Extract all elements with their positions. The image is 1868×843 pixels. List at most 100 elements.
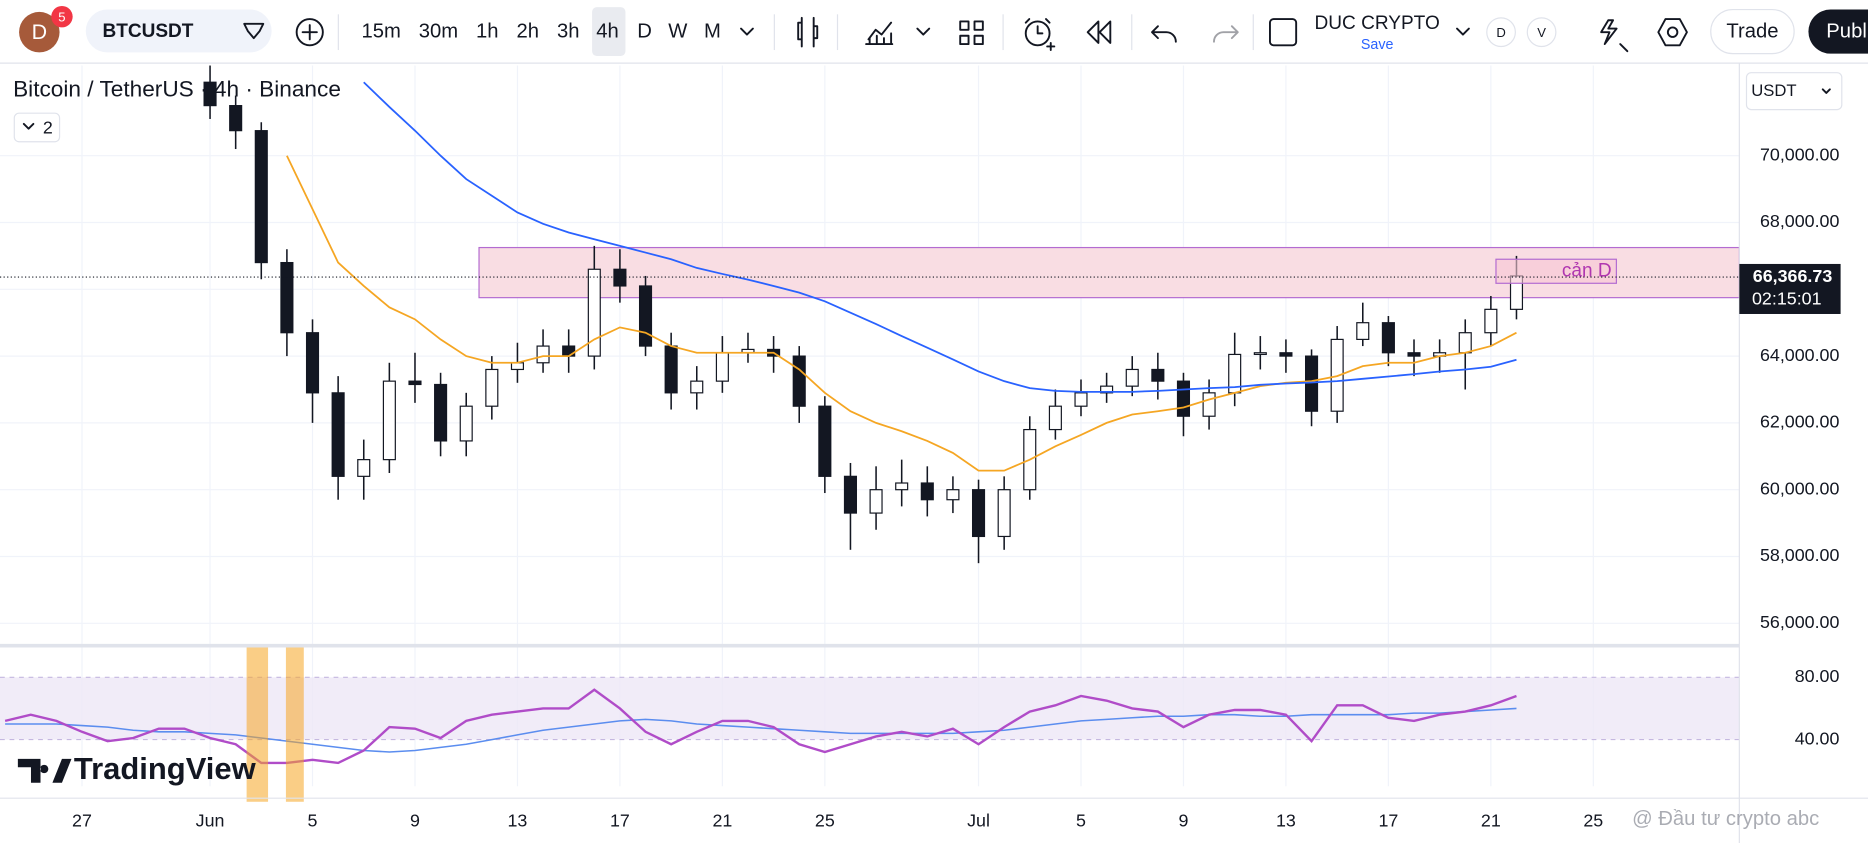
candle-body [792,355,806,407]
layout-name[interactable]: DUC CRYPTO [1315,13,1440,34]
alert[interactable] [1024,20,1051,47]
d-button[interactable] [1486,17,1516,48]
candle-body [485,368,499,407]
interval[interactable]: 3h [557,21,580,43]
y-tick-label: 68,000.00 [1760,211,1840,231]
candle-body [229,105,243,132]
candle-body [690,380,704,394]
candle-body [331,392,345,477]
y-tick-label: 62,000.00 [1760,412,1840,432]
publish-button[interactable] [1808,9,1868,54]
moving-average [363,81,1517,393]
x-tick-label: 9 [410,811,420,831]
settings-center [1666,26,1679,38]
replay[interactable] [1086,20,1112,44]
chart-type[interactable] [797,16,819,48]
symbol: BTCUSDT [102,21,193,42]
indicator-count: 2 [43,117,53,137]
plot: cản D [0,65,1740,765]
candle-body [510,362,524,371]
x-tick-label: 21 [1481,811,1501,831]
save-status[interactable]: Save [1361,37,1394,53]
active-interval-bg [592,7,626,57]
interval[interactable]: D [637,21,652,43]
interval[interactable]: W [668,21,688,43]
candle-body [1202,392,1216,417]
interval[interactable]: M [704,21,721,43]
interval[interactable]: 15m [362,21,401,43]
candle-body [818,405,832,477]
symbol-search[interactable] [85,9,272,53]
y-tick-label: 64,000.00 [1760,345,1840,365]
candle-body [1304,355,1319,412]
x-tick-label: 17 [1378,811,1398,831]
candle-body [869,489,883,514]
settings[interactable] [1657,18,1688,47]
y-tick-label: 60,000.00 [1760,478,1840,498]
trade-label: Trade [1726,21,1778,43]
redo[interactable] [1213,25,1239,43]
candle-body [638,285,653,347]
interval[interactable]: 2h [516,21,539,43]
undo[interactable] [1151,25,1177,43]
countdown: 02:15:01 [1752,288,1822,308]
candle-body [1279,352,1293,357]
last-price-box [1739,263,1841,314]
x-tick-label: 25 [815,811,835,831]
indicators-menu[interactable] [916,27,931,36]
candle-body [408,380,422,386]
candle-body [459,405,473,442]
quick-search[interactable] [1600,19,1629,53]
x-tick-label: 21 [712,811,732,831]
rsi-tick-label: 40.00 [1795,728,1840,748]
candle-body [1176,380,1191,417]
moving-average [286,155,1517,472]
candle-body [280,261,294,334]
candle-body [946,489,960,501]
x-tick-label: 9 [1178,811,1188,831]
candle-body [536,345,550,364]
candle-body [434,383,448,442]
interval[interactable]: 30m [419,21,458,43]
layout-menu[interactable] [1456,27,1470,36]
add-symbol[interactable] [295,18,324,47]
candle-body [971,489,986,538]
indicator-toggle[interactable] [13,112,61,143]
credit: @ Đầu tư crypto abc [1632,808,1819,830]
currency: USDT [1751,81,1796,100]
v-button[interactable] [1526,17,1557,48]
candle-body [254,130,268,264]
avatar[interactable] [19,11,60,53]
currency-select[interactable] [1745,72,1843,111]
symbol-icon[interactable] [243,22,265,40]
annotation-label: cản D [1562,260,1612,281]
y-tick-label: 70,000.00 [1760,144,1840,164]
candle-body [1458,332,1472,354]
candle-body [1100,385,1114,394]
layouts[interactable] [959,20,984,46]
fullscreen[interactable] [1269,18,1298,47]
highlight-bar [246,646,269,802]
indicators[interactable] [865,21,894,46]
x-tick-label: Jul [967,811,990,831]
indicator-toggle-icon [22,122,35,130]
candle-body [1048,405,1062,431]
chart-title: Bitcoin / TetherUS · 4h · Binance [13,77,341,102]
x-tick-label: 5 [1076,811,1086,831]
v-button-label: V [1537,25,1546,40]
interval[interactable]: 4h [596,21,619,43]
interval-menu[interactable] [740,27,754,36]
interval[interactable]: 1h [476,21,499,43]
candle-body [1484,308,1498,334]
d-button-label: D [1496,25,1505,40]
candle-body [562,345,576,357]
trade-button[interactable] [1710,8,1795,55]
currency-chevron [1821,88,1831,94]
candle-body [587,268,601,357]
y-tick-label: 56,000.00 [1760,612,1840,632]
watermark: TradingView [74,751,257,786]
rsi-tick-label: 80.00 [1795,666,1840,686]
badge [51,5,73,28]
candle-body [1074,392,1088,407]
candle-body [1407,352,1421,357]
